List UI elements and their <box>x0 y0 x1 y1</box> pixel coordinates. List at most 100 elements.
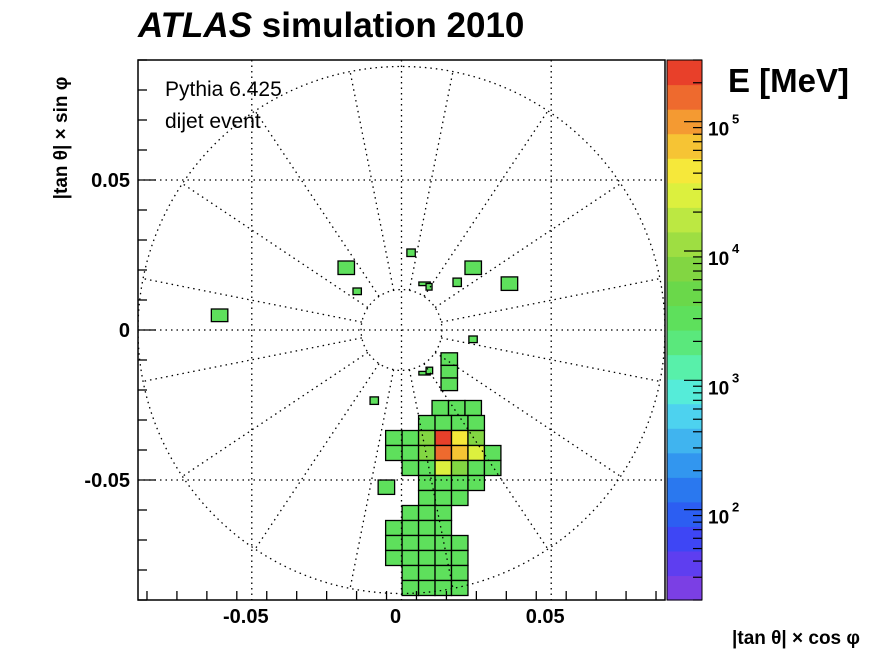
heatmap-cell-45 <box>450 474 469 492</box>
heatmap-cell-55 <box>417 519 436 537</box>
heatmap-cell-22 <box>450 414 469 432</box>
y-axis-label: |tan θ| × sin φ <box>51 76 72 200</box>
heatmap-cell-31 <box>401 444 420 462</box>
colorbar-tick-label-3: 10 <box>708 120 729 141</box>
heatmap-cell-39 <box>434 459 453 477</box>
grid-spoke-9 <box>182 351 369 477</box>
colorbar-tick-exponent-1: 3 <box>732 370 739 385</box>
heatmap-cell-37 <box>401 459 420 477</box>
x-tick-label-0: -0.05 <box>223 606 269 628</box>
heatmap-cell-2 <box>352 287 363 296</box>
grid-spoke-5 <box>254 110 380 297</box>
axis-ticks: -0.05 0 0.05 0.05 0 -0.05 <box>84 59 657 628</box>
heatmap-cell-25 <box>401 429 420 447</box>
x-axis-label: |tan θ| × cos φ <box>732 628 860 649</box>
colorbar-segment-7 <box>667 403 702 429</box>
colorbar-segment-16 <box>667 182 702 208</box>
heatmap-cell-24 <box>384 429 403 447</box>
colorbar-tick-exponent-0: 2 <box>732 500 739 515</box>
heatmap-cell-27 <box>434 429 453 447</box>
heatmap-cell-42 <box>483 459 502 477</box>
heatmap-cell-38 <box>417 459 436 477</box>
heatmap-cell-14 <box>440 352 459 367</box>
heatmap-cell-16 <box>440 377 459 392</box>
heatmap-cell-65 <box>434 549 453 567</box>
polar-grid <box>138 60 665 600</box>
heatmap-cell-18 <box>447 399 466 417</box>
heatmap-cell-19 <box>464 399 483 417</box>
grid-spoke-8 <box>142 337 362 383</box>
heatmap-cell-9 <box>468 335 478 344</box>
heatmap-cell-46 <box>467 474 486 492</box>
heatmap-cell-49 <box>450 489 469 507</box>
colorbar-tick-label-0: 10 <box>708 508 729 529</box>
heatmap-cell-63 <box>401 549 420 567</box>
heatmap-cell-13 <box>425 366 434 375</box>
heatmap-cell-61 <box>450 534 469 552</box>
grid-spoke-2 <box>423 110 549 297</box>
heatmap-cell-30 <box>384 444 403 462</box>
heatmap-cell-3 <box>406 248 416 258</box>
colorbar-segment-1 <box>667 550 702 577</box>
heatmap-cell-5 <box>425 282 433 291</box>
annotation-event-type: dijet event <box>165 110 261 133</box>
chart-title: ATLAS simulation 2010 <box>138 6 524 46</box>
chart-title-rest: simulation 2010 <box>252 6 525 45</box>
heatmap-cell-23 <box>467 414 486 432</box>
colorbar-segment-5 <box>667 452 702 478</box>
heatmap-cell-62 <box>384 549 403 567</box>
heatmap-cell-1 <box>337 260 356 276</box>
heatmap-cell-10 <box>369 396 380 406</box>
colorbar-segment-13 <box>667 256 702 282</box>
colorbar-label: E [MeV] <box>728 62 850 99</box>
grid-spoke-4 <box>349 71 395 291</box>
colorbar-segment-9 <box>667 354 702 380</box>
heatmap-cell-26 <box>417 429 436 447</box>
heatmap-cell-28 <box>450 429 469 447</box>
heatmap-cell-67 <box>401 564 420 582</box>
grid-spoke-7 <box>142 277 362 323</box>
y-tick-label-0: 0.05 <box>91 170 130 192</box>
colorbar-segment-4 <box>667 477 702 503</box>
heatmap-cell-40 <box>450 459 469 477</box>
heatmap-cell-54 <box>401 519 420 537</box>
colorbar-segment-15 <box>667 207 702 233</box>
heatmap-cell-21 <box>434 414 453 432</box>
heatmap-cell-33 <box>434 444 453 462</box>
heatmap-cell-50 <box>401 504 420 522</box>
colorbar-tick-label-2: 10 <box>708 249 729 270</box>
heatmap-cell-58 <box>401 534 420 552</box>
colorbar-segment-2 <box>667 526 702 552</box>
heatmap-cell-35 <box>467 444 486 462</box>
heatmap-cell-47 <box>417 489 436 507</box>
heatmap-cell-74 <box>450 579 469 597</box>
heatmap-cell-57 <box>384 534 403 552</box>
grid-spoke-1 <box>434 183 621 309</box>
x-tick-label-1: 0 <box>390 606 401 628</box>
heatmap-cell-73 <box>434 579 453 597</box>
heatmap-cell-6 <box>452 277 463 288</box>
colorbar-segment-20 <box>667 84 702 110</box>
heatmap-cell-70 <box>450 564 469 582</box>
grid-spoke-15 <box>441 337 661 383</box>
heatmap-cell-69 <box>434 564 453 582</box>
colorbar-segment-17 <box>667 158 702 184</box>
y-tick-label-1: 0 <box>119 320 130 342</box>
chart-title-experiment: ATLAS <box>138 6 253 45</box>
heatmap-cell-52 <box>434 504 453 522</box>
heatmap-cell-0 <box>210 308 229 323</box>
colorbar-tick-exponent-2: 4 <box>732 241 740 256</box>
grid-spoke-0 <box>441 277 661 323</box>
colorbar-segment-21 <box>667 60 702 86</box>
heatmap-cell-41 <box>467 459 486 477</box>
heatmap-cell-64 <box>417 549 436 567</box>
colorbar-segment-0 <box>667 575 702 601</box>
colorbar-segment-3 <box>667 501 702 527</box>
y-tick-label-2: -0.05 <box>84 470 130 492</box>
heatmap-cell-48 <box>434 489 453 507</box>
colorbar-segment-6 <box>667 428 702 454</box>
heatmap-cell-36 <box>483 444 502 462</box>
colorbar-frame <box>666 59 703 601</box>
grid-spoke-10 <box>254 363 380 550</box>
